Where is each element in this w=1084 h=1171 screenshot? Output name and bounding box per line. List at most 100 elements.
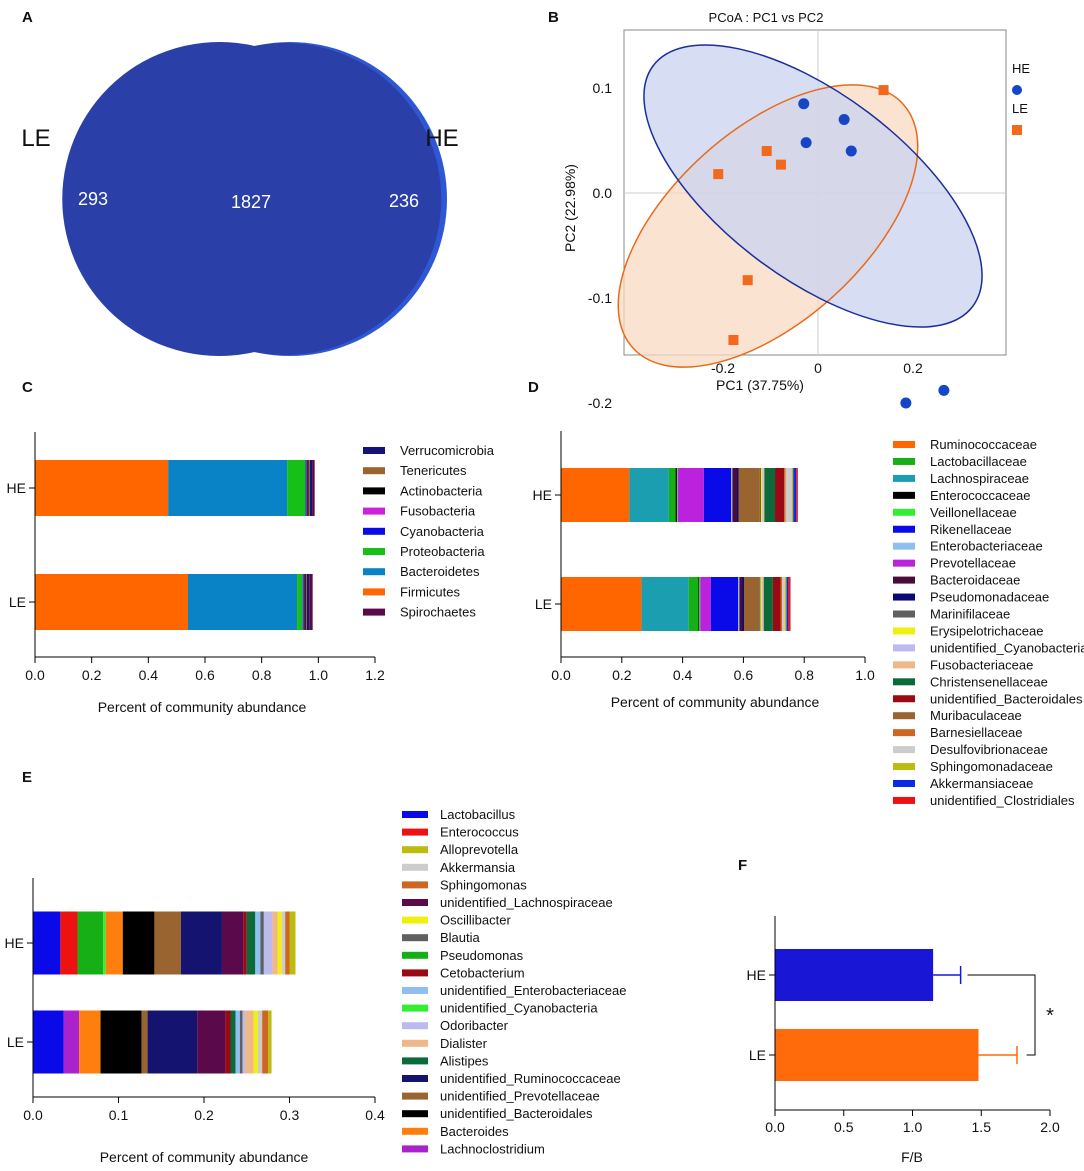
genus-legend-label-alistipes: Alistipes <box>440 1053 489 1068</box>
family-legend-swatch-unidentified-bacteroidales <box>893 695 915 703</box>
phylum-bar-he-spirochaetes <box>312 460 315 516</box>
family-legend-label-pseudomonadaceae: Pseudomonadaceae <box>930 590 1049 605</box>
fb-xtick-1: 0.5 <box>834 1119 854 1135</box>
genus-bar-le-unidentified-bacteroidales <box>100 1010 142 1074</box>
genus-bar-he-alloprevotella <box>289 911 296 975</box>
phylum-legend-label-spirochaetes: Spirochaetes <box>400 605 476 620</box>
phylum-legend-label-actinobacteria: Actinobacteria <box>400 483 483 498</box>
genus-bar-he-unidentified-ruminococcaceae <box>180 911 222 975</box>
panel-d-family-bars: HE LE 0.0 0.2 0.4 0.6 0.8 1.0 Percent of commun… <box>533 431 1084 808</box>
phylum-xtick-0: 0.0 <box>25 667 45 683</box>
phylum-bar-le-tenericutes <box>305 574 307 630</box>
pcoa-legend-he-label: HE <box>1012 61 1030 76</box>
genus-bar-le-bacteroides <box>79 1010 101 1074</box>
pcoa-point-he-4 <box>900 397 912 409</box>
pcoa-title: PCoA : PC1 vs PC2 <box>709 10 824 25</box>
family-legend-swatch-bacteroidaceae <box>893 576 915 584</box>
fb-bar-he <box>775 949 934 1001</box>
genus-legend-label-alloprevotella: Alloprevotella <box>440 842 519 857</box>
genus-xtick-2: 0.2 <box>194 1107 214 1123</box>
genus-bar-he-blautia <box>260 911 264 975</box>
family-ytick-le: LE <box>535 596 552 612</box>
phylum-bar-he-tenericutes <box>308 460 310 516</box>
phylum-xtick-6: 1.2 <box>365 667 385 683</box>
pcoa-point-le-5 <box>728 335 739 345</box>
genus-xtick-4: 0.4 <box>365 1107 385 1123</box>
phylum-legend-swatch-proteobacteria <box>363 548 385 555</box>
family-legend-label-erysipelotrichaceae: Erysipelotrichaceae <box>930 623 1043 638</box>
family-bar-le-erysipelotrichaceae <box>760 577 762 631</box>
genus-legend-swatch-enterococcus <box>402 828 428 836</box>
genus-legend-label-unidentified-lachnospiraceae: unidentified_Lachnospiraceae <box>440 895 613 910</box>
genus-bar-he-pseudomonas <box>77 911 104 975</box>
genus-legend-label-bacteroides: Bacteroides <box>440 1124 509 1139</box>
family-bar-he-enterobacteriaceae <box>731 468 733 522</box>
panel-letter-f: F <box>738 857 747 874</box>
family-legend-label-bacteroidaceae: Bacteroidaceae <box>930 573 1020 588</box>
panel-a-venn: LE HE 293 1827 236 <box>21 42 459 357</box>
genus-legend-label-unidentified-bacteroidales: unidentified_Bacteroidales <box>440 1106 593 1121</box>
family-legend-label-enterococcaceae: Enterococcaceae <box>930 488 1030 503</box>
family-bar-le-akkermansiaceae <box>786 577 789 631</box>
panel-letter-a: A <box>22 9 33 26</box>
panel-c-phylum-bars: HE LE 0.0 0.2 0.4 0.6 0.8 1.0 1.2 Percent of com… <box>7 432 495 715</box>
genus-legend-swatch-cetobacterium <box>402 969 428 977</box>
phylum-legend-swatch-spirochaetes <box>363 608 385 616</box>
family-legend-swatch-lactobacillaceae <box>893 457 915 465</box>
venn-count-he: 236 <box>389 191 419 211</box>
genus-bar-he-unidentified-cyanobacteria <box>103 911 106 975</box>
panel-letter-d: D <box>528 379 539 396</box>
family-ytick-he: HE <box>533 487 552 503</box>
fb-ytick-le: LE <box>749 1047 766 1063</box>
phylum-legend-swatch-tenericutes <box>363 467 385 475</box>
phylum-xtick-1: 0.2 <box>82 667 102 683</box>
phylum-legend-swatch-bacteroidetes <box>363 568 385 576</box>
genus-bar-he-unidentified-lachnospiraceae <box>221 911 244 975</box>
genus-legend-swatch-sphingomonas <box>402 881 428 889</box>
genus-bar-he-unidentified-prevotellaceae <box>154 911 181 975</box>
genus-bar-he-alistipes <box>246 911 256 975</box>
family-legend-swatch-enterococcaceae <box>893 491 915 499</box>
genus-legend-label-oscillibacter: Oscillibacter <box>440 913 511 928</box>
family-legend-swatch-sphingomonadaceae <box>893 763 915 771</box>
genus-legend-swatch-pseudomonas <box>402 951 428 959</box>
family-bar-le-prevotellaceae <box>700 577 711 631</box>
family-bar-he-pseudomonadaceae <box>737 468 739 522</box>
genus-bar-le-unidentified-prevotellaceae <box>141 1010 148 1074</box>
phylum-bar-he-fusobacteria <box>306 460 308 516</box>
phylum-bar-le-verrucomicrobia <box>307 574 310 630</box>
genus-bar-le-akkermansia <box>257 1010 263 1074</box>
phylum-xtick-5: 1.0 <box>309 667 329 683</box>
phylum-bar-le-fusobacteria <box>303 574 305 630</box>
phylum-ytick-le: LE <box>9 594 26 610</box>
family-legend-label-unidentified-clostridiales: unidentified_Clostridiales <box>930 793 1075 808</box>
genus-bar-he-dialister <box>272 911 278 975</box>
phylum-legend-swatch-actinobacteria <box>363 487 385 495</box>
fb-xtick-3: 1.5 <box>972 1119 992 1135</box>
fb-xtick-0: 0.0 <box>765 1119 785 1135</box>
genus-legend-swatch-unidentified-bacteroidales <box>402 1110 428 1118</box>
family-legend-label-desulfovibrionaceae: Desulfovibrionaceae <box>930 742 1048 757</box>
genus-legend-swatch-unidentified-prevotellaceae <box>402 1092 428 1100</box>
genus-legend-label-cetobacterium: Cetobacterium <box>440 965 525 980</box>
family-bar-he-lactobacillaceae <box>668 468 676 522</box>
family-bar-he-ruminococcaceae <box>561 468 630 522</box>
pcoa-point-le-2 <box>761 146 772 156</box>
panel-e-plot: HE LE 0.0 0.1 0.2 0.3 0.4 <box>5 878 385 1123</box>
genus-bar-le-sphingomonas <box>262 1010 269 1074</box>
genus-bar-he-akkermansia <box>281 911 286 975</box>
panel-e-genus-bars: HE LE 0.0 0.1 0.2 0.3 0.4 Percent of community… <box>5 807 627 1165</box>
genus-legend-swatch-bacteroides <box>402 1127 428 1135</box>
genus-bar-le-lachnoclostridium <box>63 1010 80 1074</box>
family-legend-label-sphingomonadaceae: Sphingomonadaceae <box>930 759 1053 774</box>
family-bar-he-prevotellaceae <box>678 468 704 522</box>
genus-bar-he-enterococcus <box>60 911 78 975</box>
genus-legend-label-unidentified-prevotellaceae: unidentified_Prevotellaceae <box>440 1089 600 1104</box>
family-bar-he-erysipelotrichaceae <box>761 468 763 522</box>
family-bar-le-bacteroidaceae <box>739 577 743 631</box>
family-legend-swatch-fusobacteriaceae <box>893 661 915 669</box>
family-legend-swatch-desulfovibrionaceae <box>893 746 915 754</box>
genus-bar-le-unidentified-enterobacteriaceae <box>235 1010 240 1074</box>
family-bar-le-marinifilaceae <box>759 577 761 631</box>
phylum-xtick-3: 0.6 <box>195 667 215 683</box>
